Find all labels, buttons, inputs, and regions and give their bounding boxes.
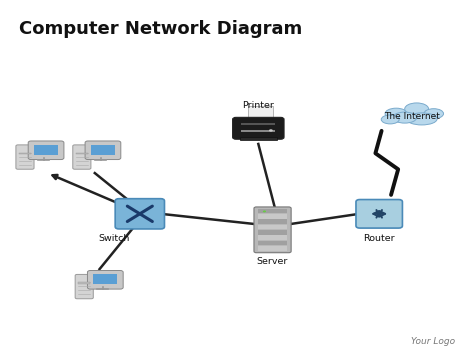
Text: Your Logo: Your Logo	[411, 337, 455, 346]
FancyBboxPatch shape	[28, 141, 64, 159]
Ellipse shape	[381, 115, 399, 124]
Ellipse shape	[385, 108, 407, 119]
Ellipse shape	[406, 113, 437, 125]
Text: Printer: Printer	[242, 102, 274, 110]
FancyBboxPatch shape	[233, 118, 284, 139]
Text: Computer Network Diagram: Computer Network Diagram	[19, 20, 302, 38]
FancyBboxPatch shape	[87, 271, 123, 289]
Ellipse shape	[405, 103, 428, 115]
Circle shape	[263, 211, 266, 212]
Bar	[258, 230, 287, 235]
Text: Server: Server	[257, 257, 288, 267]
Text: Switch: Switch	[98, 234, 129, 242]
Ellipse shape	[424, 109, 444, 119]
Text: The Internet: The Internet	[384, 112, 440, 121]
FancyBboxPatch shape	[254, 207, 291, 253]
Bar	[34, 144, 58, 155]
Bar	[258, 219, 287, 224]
Bar	[258, 214, 287, 219]
Bar	[247, 106, 273, 126]
Text: Router: Router	[364, 234, 395, 242]
Bar	[91, 144, 115, 155]
Bar	[258, 235, 287, 240]
Bar	[93, 274, 118, 284]
Ellipse shape	[393, 112, 417, 123]
Bar	[79, 283, 90, 284]
Bar	[258, 246, 287, 251]
Bar	[239, 137, 277, 141]
Bar	[241, 130, 275, 132]
FancyBboxPatch shape	[115, 199, 164, 229]
Bar	[76, 153, 88, 154]
Bar	[258, 225, 287, 229]
FancyBboxPatch shape	[356, 200, 402, 228]
Bar	[258, 241, 287, 245]
FancyBboxPatch shape	[85, 141, 121, 159]
FancyBboxPatch shape	[16, 145, 34, 169]
FancyBboxPatch shape	[73, 145, 91, 169]
Bar	[241, 123, 275, 125]
Bar	[258, 209, 287, 213]
Bar	[19, 153, 31, 154]
Circle shape	[269, 129, 273, 132]
FancyBboxPatch shape	[75, 274, 93, 299]
